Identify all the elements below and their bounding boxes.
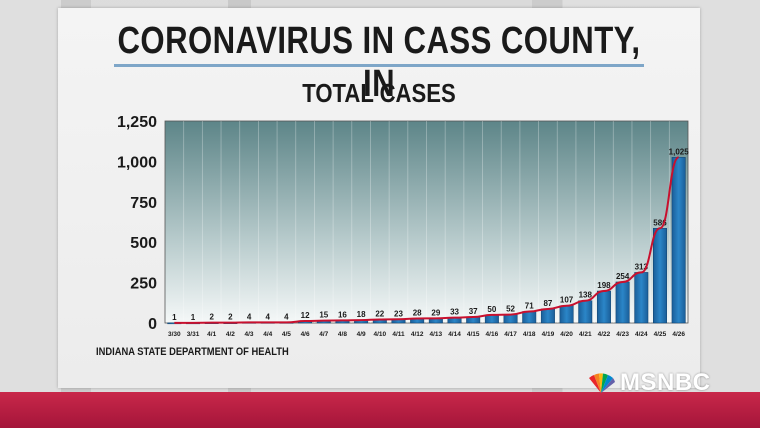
bar xyxy=(615,281,630,324)
network-logo: MSNBC xyxy=(586,369,711,397)
chart-subtitle: TOTAL CASES xyxy=(302,78,456,108)
bar xyxy=(522,311,537,324)
bar xyxy=(671,157,686,324)
bar-value-label: 2 xyxy=(228,313,233,322)
bar-value-label: 28 xyxy=(413,308,422,317)
bar-value-label: 23 xyxy=(394,309,403,318)
bar-value-label: 18 xyxy=(357,310,366,319)
peacock-icon xyxy=(589,373,615,393)
bar-value-label: 16 xyxy=(338,310,347,319)
y-tick-label: 750 xyxy=(130,195,157,212)
bar-value-label: 87 xyxy=(543,299,552,308)
x-tick-label: 4/10 xyxy=(373,331,386,338)
bar-value-label: 254 xyxy=(616,272,630,281)
bar xyxy=(578,300,593,324)
x-tick-label: 4/5 xyxy=(282,331,291,338)
x-tick-label: 4/18 xyxy=(523,331,536,338)
x-tick-label: 4/26 xyxy=(672,331,685,338)
plot-area xyxy=(164,120,689,324)
x-tick-label: 4/3 xyxy=(245,331,254,338)
bar xyxy=(503,314,518,324)
x-tick-label: 4/8 xyxy=(338,331,347,338)
bar-value-label: 313 xyxy=(635,262,649,271)
bar-value-label: 198 xyxy=(597,281,611,290)
logo-text: MSNBC xyxy=(620,369,711,396)
x-axis: 3/30 3/31 4/1 4/2 4/3 4/4 4/5 4/6 4/7 4/8 4/9 4/10 4… xyxy=(168,331,685,338)
x-tick-label: 4/16 xyxy=(486,331,499,338)
bar-value-label: 37 xyxy=(469,307,478,316)
bar-value-label: 1,025 xyxy=(669,147,690,156)
x-tick-label: 4/17 xyxy=(504,331,517,338)
y-tick-label: 0 xyxy=(148,316,157,333)
bar-value-label: 29 xyxy=(431,308,440,317)
y-axis: 0 250 500 750 1,000 1,250 xyxy=(117,114,157,333)
x-tick-label: 4/25 xyxy=(654,331,667,338)
y-tick-label: 250 xyxy=(130,276,157,293)
value-labels: 1 1 2 2 4 4 4 12 15 16 18 22 23 28 29 33 37 50 52 71 87 10713… xyxy=(172,147,689,321)
bar xyxy=(540,308,555,324)
x-tick-label: 4/14 xyxy=(448,331,461,338)
x-tick-label: 4/11 xyxy=(392,331,405,338)
bar-value-label: 71 xyxy=(525,302,534,311)
x-tick-label: 4/15 xyxy=(467,331,480,338)
x-tick-label: 4/2 xyxy=(226,331,235,338)
x-tick-label: 4/22 xyxy=(598,331,611,338)
x-tick-label: 4/20 xyxy=(560,331,573,338)
bar-value-label: 50 xyxy=(487,305,496,314)
bar-value-label: 138 xyxy=(579,291,593,300)
source-note: INDIANA STATE DEPARTMENT OF HEALTH xyxy=(96,346,289,358)
x-tick-label: 3/31 xyxy=(187,331,200,338)
grid-lines xyxy=(183,121,670,323)
x-tick-label: 4/1 xyxy=(207,331,216,338)
bar-value-label: 4 xyxy=(266,312,271,321)
x-tick-label: 4/7 xyxy=(319,331,328,338)
y-tick-label: 1,000 xyxy=(117,154,157,171)
bar xyxy=(634,272,649,324)
bar-value-label: 586 xyxy=(653,218,667,227)
title-divider xyxy=(114,64,644,67)
bar-value-label: 22 xyxy=(375,309,384,318)
x-tick-label: 4/21 xyxy=(579,331,592,338)
bar-value-label: 107 xyxy=(560,296,574,305)
bar-value-label: 1 xyxy=(172,313,177,322)
bar xyxy=(559,305,574,324)
x-tick-label: 3/30 xyxy=(168,331,181,338)
x-tick-label: 4/23 xyxy=(616,331,629,338)
x-tick-label: 4/6 xyxy=(301,331,310,338)
bars-group xyxy=(167,157,686,325)
bar-value-label: 52 xyxy=(506,305,515,314)
bottom-band xyxy=(0,392,760,428)
bar-value-label: 1 xyxy=(191,313,196,322)
page-title: CORONAVIRUS IN CASS COUNTY, IN xyxy=(117,20,641,105)
bar xyxy=(596,290,611,324)
bar-value-label: 4 xyxy=(284,312,289,321)
y-tick-label: 500 xyxy=(130,235,157,252)
bar-value-label: 33 xyxy=(450,308,459,317)
x-tick-label: 4/4 xyxy=(263,331,272,338)
chart-panel: CORONAVIRUS IN CASS COUNTY, IN TOTAL CAS… xyxy=(58,8,700,388)
x-tick-label: 4/12 xyxy=(411,331,424,338)
x-tick-label: 4/24 xyxy=(635,331,648,338)
x-tick-label: 4/19 xyxy=(542,331,555,338)
bar-value-label: 4 xyxy=(247,312,252,321)
x-tick-label: 4/9 xyxy=(357,331,366,338)
y-tick-label: 1,250 xyxy=(117,114,157,131)
bar xyxy=(653,228,667,324)
trend-curve xyxy=(174,156,680,324)
bar-value-label: 12 xyxy=(301,311,310,320)
bar-value-label: 2 xyxy=(209,313,214,322)
x-tick-label: 4/13 xyxy=(430,331,443,338)
bar-value-label: 15 xyxy=(319,311,328,320)
